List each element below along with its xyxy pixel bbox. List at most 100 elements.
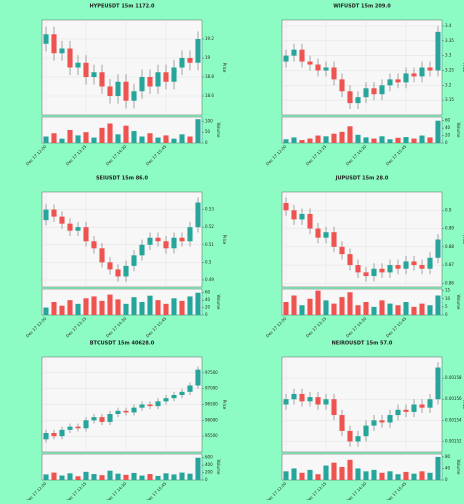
volume-bar bbox=[323, 136, 329, 143]
volume-bar bbox=[131, 297, 137, 315]
candle-body bbox=[307, 213, 313, 229]
volume-bar bbox=[147, 133, 153, 143]
volume-bar bbox=[91, 137, 97, 143]
v-tick-label: 15 bbox=[445, 288, 451, 293]
candle-body bbox=[75, 62, 81, 68]
volume-bar bbox=[363, 137, 369, 143]
volume-bar bbox=[59, 305, 65, 315]
volume-bar bbox=[43, 474, 49, 480]
v-tick-label: 40 bbox=[205, 297, 211, 302]
candle-body bbox=[99, 72, 105, 87]
plot-area bbox=[281, 191, 443, 288]
candle-body bbox=[283, 55, 289, 62]
volume-bar bbox=[163, 473, 169, 480]
y-tick-label: 0.89 bbox=[445, 226, 454, 231]
volume-bar bbox=[163, 303, 169, 315]
volume-bar bbox=[171, 138, 177, 143]
volume-bar bbox=[99, 475, 105, 480]
v-tick-label: 40 bbox=[445, 125, 451, 130]
volume-bar bbox=[427, 472, 433, 480]
candle-body bbox=[315, 397, 321, 405]
plot-area bbox=[41, 191, 203, 288]
volume-bar bbox=[283, 302, 289, 315]
volume-axis-label: Volume bbox=[456, 460, 461, 475]
candle-body bbox=[387, 265, 393, 273]
candle-body bbox=[91, 72, 97, 77]
volume-bar bbox=[363, 302, 369, 315]
candle-body bbox=[299, 393, 305, 402]
volume-bar bbox=[435, 456, 441, 480]
candle-body bbox=[195, 202, 201, 228]
volume-bar bbox=[123, 303, 129, 315]
volume-bar bbox=[395, 305, 401, 315]
volume-axis-label: Volume bbox=[456, 123, 461, 138]
y-axis-label: Price bbox=[462, 235, 464, 245]
volume-bar bbox=[387, 303, 393, 315]
candle-body bbox=[139, 244, 145, 256]
y-tick-label: 0.00156 bbox=[445, 396, 462, 401]
candle-body bbox=[427, 257, 433, 269]
candle-body bbox=[123, 410, 129, 413]
candle-body bbox=[83, 227, 89, 242]
y-tick-label: 3.25 bbox=[445, 67, 454, 72]
volume-bar bbox=[171, 474, 177, 480]
volume-bar bbox=[411, 473, 417, 480]
volume-bar bbox=[59, 475, 65, 480]
y-tick-label: 0.9 bbox=[445, 207, 452, 212]
volume-bar bbox=[179, 134, 185, 143]
volume-bar bbox=[371, 306, 377, 315]
candle-body bbox=[43, 209, 49, 221]
volume-bar bbox=[99, 300, 105, 315]
y-tick-label: 96000 bbox=[205, 417, 218, 422]
candle-body bbox=[395, 79, 401, 83]
y-tick-label: 0.5 bbox=[205, 259, 212, 264]
candle-body bbox=[75, 227, 81, 231]
volume-bar bbox=[427, 137, 433, 143]
y-tick-label: 18.6 bbox=[205, 93, 214, 98]
volume-bar bbox=[179, 300, 185, 315]
volume-bar bbox=[435, 120, 441, 143]
candle-body bbox=[155, 237, 161, 242]
candle-body bbox=[115, 81, 121, 96]
volume-bar bbox=[83, 471, 89, 480]
y-tick-label: 0.00152 bbox=[445, 438, 462, 443]
volume-bar bbox=[75, 476, 81, 480]
volume-area bbox=[41, 453, 203, 481]
volume-bar bbox=[123, 474, 129, 480]
candle-body bbox=[283, 202, 289, 211]
volume-bar bbox=[323, 465, 329, 480]
candle-body bbox=[347, 430, 353, 442]
candle-body bbox=[115, 269, 121, 277]
candle-body bbox=[155, 72, 161, 87]
volume-bar bbox=[315, 135, 321, 143]
candle-body bbox=[315, 228, 321, 238]
candle-body bbox=[67, 223, 73, 231]
candle-body bbox=[307, 61, 313, 65]
volume-bar bbox=[419, 471, 425, 480]
volume-bar bbox=[355, 468, 361, 480]
volume-bar bbox=[67, 130, 73, 143]
y-tick-label: 0.88 bbox=[445, 244, 454, 249]
candle-body bbox=[411, 404, 417, 412]
v-tick-label: 40 bbox=[445, 465, 451, 470]
volume-bar bbox=[283, 139, 289, 143]
candle-body bbox=[403, 409, 409, 412]
v-tick-label: 0 bbox=[205, 312, 208, 317]
candle-body bbox=[363, 88, 369, 98]
volume-bar bbox=[339, 467, 345, 480]
candle-body bbox=[291, 49, 297, 56]
volume-bar bbox=[123, 125, 129, 143]
volume-bar bbox=[355, 305, 361, 315]
volume-bar bbox=[379, 472, 385, 480]
volume-bar bbox=[307, 298, 313, 315]
candle-body bbox=[355, 265, 361, 273]
v-tick-label: 0 bbox=[205, 140, 208, 145]
candle-body bbox=[43, 433, 49, 440]
candle-body bbox=[99, 248, 105, 263]
volume-bar bbox=[131, 131, 137, 143]
y-tick-label: 3.35 bbox=[445, 38, 454, 43]
candle-body bbox=[91, 241, 97, 249]
candle-body bbox=[187, 227, 193, 242]
candle-body bbox=[59, 429, 65, 437]
candle-body bbox=[67, 48, 73, 68]
